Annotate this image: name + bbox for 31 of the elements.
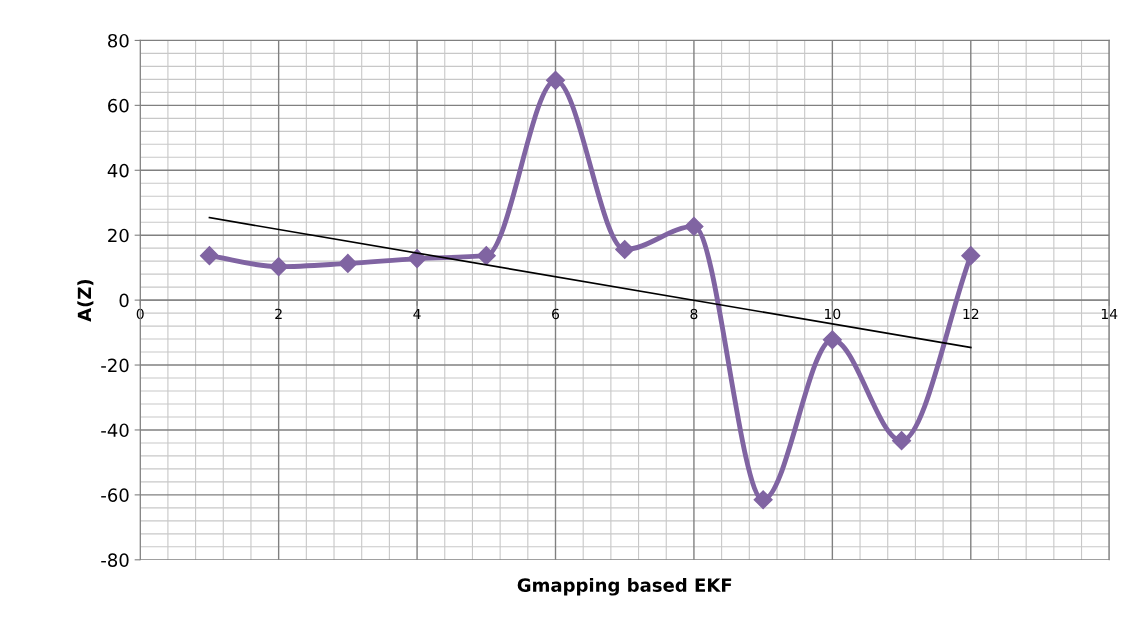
x-tick-label: 2 [275, 308, 282, 319]
x-tick-label: 8 [690, 308, 698, 320]
point [892, 431, 912, 451]
point [615, 239, 635, 260]
y-tick-label: 60 [108, 98, 129, 113]
point [407, 249, 427, 269]
y-tick-label: 0 [119, 293, 129, 308]
point [753, 490, 773, 510]
y-tick-label: -80 [101, 553, 129, 567]
point [822, 330, 842, 350]
point [199, 246, 219, 266]
x-tick-label: 6 [552, 308, 560, 320]
x-tick-label: 0 [136, 308, 144, 320]
point [684, 216, 704, 236]
point [545, 70, 566, 90]
point [961, 246, 981, 266]
x-tick-label: 12 [963, 308, 979, 319]
y-tick-label: 80 [108, 33, 129, 48]
x-tick-label: 10 [825, 308, 841, 320]
x-tick-label: 14 [1101, 308, 1118, 319]
y-axis-title: A(Z) [77, 279, 94, 322]
x-tick-label: 4 [413, 308, 421, 319]
y-tick-label: -20 [101, 358, 129, 373]
point [476, 246, 496, 266]
y-tick-label: 20 [108, 228, 129, 243]
y-tick-label: -60 [101, 488, 129, 502]
point [269, 257, 289, 277]
y-tick-label: -40 [101, 423, 129, 438]
y-tick-label: 40 [107, 163, 129, 178]
x-axis-title: Gmapping based EKF [517, 577, 732, 596]
point [338, 253, 358, 273]
